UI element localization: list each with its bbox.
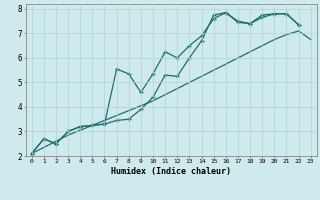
X-axis label: Humidex (Indice chaleur): Humidex (Indice chaleur) bbox=[111, 167, 231, 176]
